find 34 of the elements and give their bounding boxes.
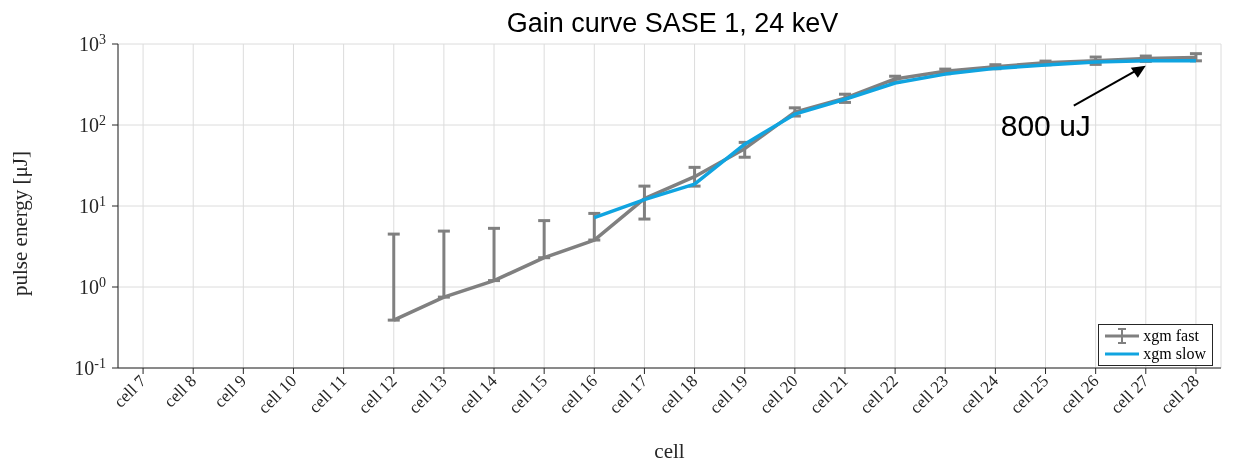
y-tick-label: 10$^{0}$ bbox=[79, 274, 106, 298]
x-tick-label: cell 14 bbox=[455, 371, 502, 418]
x-tick-label: cell 18 bbox=[655, 371, 702, 418]
line-series bbox=[592, 59, 1198, 220]
x-tick-label: cell 10 bbox=[254, 371, 301, 418]
x-tick-label: cell 27 bbox=[1106, 371, 1153, 418]
x-tick-label: cell 15 bbox=[505, 371, 551, 418]
x-tick-label: cell 22 bbox=[856, 371, 902, 418]
y-tick-label: 10$^{-1}$ bbox=[74, 355, 106, 379]
x-tick-label: cell 17 bbox=[605, 371, 652, 418]
y-tick-label: 10$^{2}$ bbox=[79, 112, 106, 136]
x-tick-label: cell 25 bbox=[1006, 371, 1053, 418]
x-tick-label: cell 16 bbox=[555, 371, 602, 418]
x-tick-label: cell 19 bbox=[705, 371, 752, 418]
x-axis-title: cell bbox=[654, 439, 685, 463]
legend-label: xgm fast bbox=[1143, 327, 1199, 345]
x-tick-label: cell 8 bbox=[160, 371, 201, 412]
x-tick-label: cell 12 bbox=[354, 371, 401, 418]
y-tick-label: 10$^{3}$ bbox=[79, 31, 106, 55]
x-tick-label: cell 20 bbox=[755, 371, 802, 418]
chart-title: Gain curve SASE 1, 24 keV bbox=[505, 8, 840, 38]
x-tick-label: cell 11 bbox=[305, 371, 351, 417]
x-tick-label: cell 28 bbox=[1156, 371, 1203, 418]
x-tick-label: cell 24 bbox=[956, 371, 1003, 418]
x-tick-label: cell 13 bbox=[404, 371, 451, 418]
y-tick-label: 10$^{1}$ bbox=[79, 193, 106, 217]
x-tick-label: cell 7 bbox=[110, 371, 151, 412]
x-tick-label: cell 26 bbox=[1056, 371, 1103, 418]
x-tick-label: cell 21 bbox=[805, 371, 852, 418]
y-axis-title: pulse energy [μJ] bbox=[8, 150, 33, 296]
legend-label: xgm slow bbox=[1143, 345, 1206, 363]
x-tick-label: cell 9 bbox=[210, 371, 251, 412]
x-tick-label: cell 23 bbox=[906, 371, 953, 418]
annotation: 800 uJ bbox=[1000, 108, 1091, 142]
